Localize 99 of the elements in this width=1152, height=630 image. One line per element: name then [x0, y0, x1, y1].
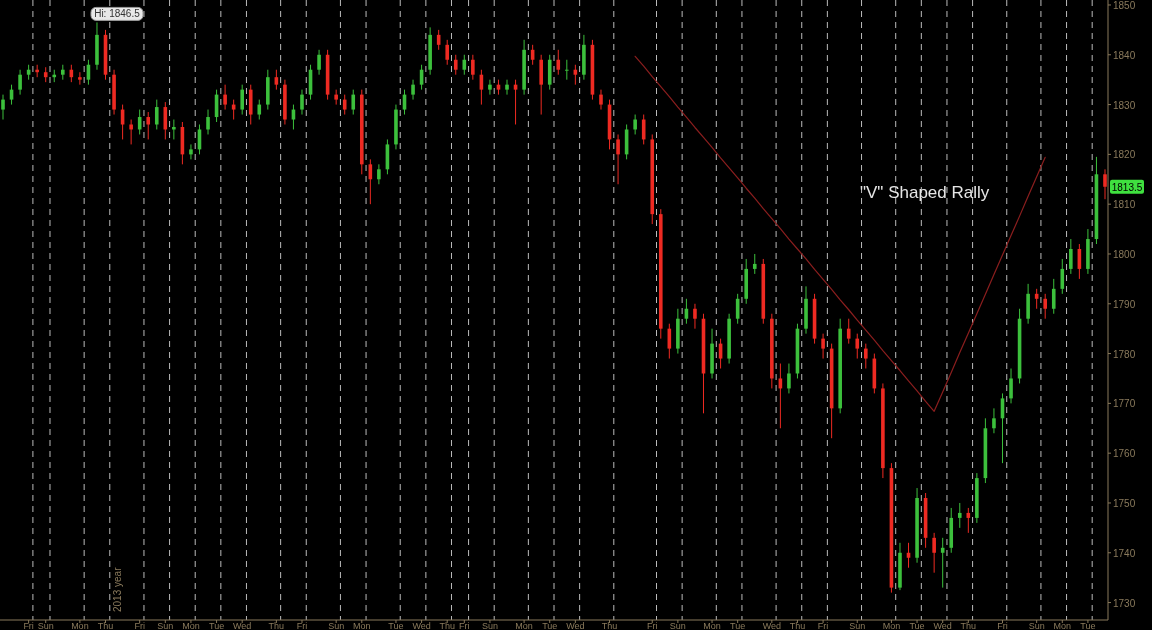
candlestick	[864, 343, 868, 370]
candlestick	[240, 84, 244, 116]
x-tick-label: Tue	[730, 621, 746, 630]
candlestick	[18, 69, 22, 96]
candlestick	[411, 79, 415, 101]
x-tick-label: Sun	[37, 621, 54, 630]
candlestick	[445, 39, 450, 66]
x-tick-label: Fri	[817, 621, 829, 630]
x-tick-label: Fri	[134, 621, 145, 630]
candlestick	[693, 303, 697, 330]
x-tick-label: Thu	[97, 621, 114, 630]
y-tick-label: 1760	[1113, 448, 1136, 460]
candlestick	[752, 253, 757, 275]
y-tick-label: 1730	[1113, 597, 1136, 609]
y-tick-label: 1800	[1113, 248, 1136, 260]
x-tick-label: Tue	[542, 621, 558, 630]
candlestick	[488, 79, 492, 96]
candlestick	[78, 71, 82, 86]
candlestick	[1103, 168, 1107, 200]
y-tick-label: 1740	[1113, 547, 1136, 559]
candlestick	[1, 94, 5, 121]
y-tick-label: 1790	[1113, 298, 1136, 310]
candlestick	[505, 79, 509, 96]
candlestick	[1043, 293, 1047, 320]
candlestick	[129, 119, 133, 145]
candlestick	[1069, 238, 1073, 275]
x-tick-label: Sun	[669, 621, 686, 630]
x-tick-label: Mon	[703, 621, 721, 630]
candlestick	[453, 54, 458, 76]
candlestick	[189, 143, 193, 160]
x-tick-label: Fri	[23, 621, 34, 630]
x-tick-label: Mon	[882, 621, 901, 630]
candlestick	[154, 99, 159, 130]
x-tick-label: Thu	[960, 621, 977, 630]
candlestick	[787, 363, 791, 394]
y-tick-label: 1780	[1113, 348, 1136, 360]
candlestick	[846, 318, 851, 345]
candlestick	[855, 333, 860, 360]
x-tick-label: Mon	[182, 621, 200, 630]
x-tick-label: Mon	[515, 621, 533, 630]
annotation: 1813.5	[1111, 181, 1143, 193]
y-tick-label: 1820	[1113, 149, 1136, 161]
candlestick	[471, 54, 475, 81]
candlestick	[351, 89, 356, 116]
x-tick-label: Mon	[71, 621, 89, 630]
x-tick-label: Tue	[1080, 621, 1096, 630]
x-tick-label: Mon	[1053, 621, 1072, 630]
candlestick	[821, 333, 825, 360]
y-tick-label: 1750	[1113, 497, 1136, 509]
x-tick-label: Fri	[459, 621, 470, 630]
annotation: 2013 year	[112, 566, 123, 612]
candlestick	[565, 59, 569, 81]
candlestick	[957, 502, 962, 529]
x-tick-label: Sun	[157, 621, 174, 630]
candlestick	[223, 84, 227, 111]
x-tick-label: Tue	[208, 621, 225, 630]
x-tick-label: Thu	[268, 621, 285, 630]
x-tick-label: Thu	[789, 621, 806, 630]
y-tick-label: 1830	[1113, 99, 1136, 111]
x-tick-label: Thu	[601, 621, 618, 630]
candlestick	[317, 49, 321, 76]
candlestick	[206, 109, 210, 135]
candlestick	[377, 163, 381, 185]
line-series	[634, 55, 1046, 412]
x-tick-label: Tue	[909, 621, 925, 630]
candlestick	[146, 111, 151, 140]
x-tick-label: Wed	[762, 621, 782, 630]
x-tick-label: Wed	[933, 621, 952, 630]
x-tick-label: Mon	[353, 621, 371, 630]
x-tick-label: Sun	[1028, 621, 1045, 630]
x-tick-label: Sun	[481, 621, 498, 630]
y-tick-label: 1810	[1113, 199, 1136, 211]
candlestick	[342, 94, 347, 116]
x-tick-label: Fri	[646, 621, 658, 630]
x-tick-label: Wed	[412, 621, 431, 630]
y-tick-label: 1840	[1113, 49, 1136, 61]
candlestick	[257, 99, 262, 121]
x-tick-label: Wed	[233, 621, 252, 630]
candlestick	[1060, 258, 1065, 295]
candlestick	[556, 49, 561, 76]
candlestick	[633, 114, 637, 135]
candlestick	[992, 407, 996, 434]
annotation: Hi: 1846.5	[94, 8, 141, 20]
x-tick-label: Thu	[439, 621, 455, 630]
x-tick-label: Wed	[566, 621, 585, 630]
candlestick	[599, 89, 603, 111]
candlestick	[1009, 368, 1013, 404]
y-tick-label: 1770	[1113, 398, 1136, 410]
candlestick	[300, 89, 304, 116]
y-tick-label: 1850	[1113, 0, 1136, 11]
candlestick	[616, 133, 620, 185]
candlestick	[932, 532, 936, 574]
candlestick	[1051, 278, 1056, 315]
x-tick-label: Sun	[849, 621, 866, 630]
x-tick-label: Sun	[328, 621, 345, 630]
x-tick-label: Fri	[296, 621, 308, 630]
x-tick-label: Fri	[997, 621, 1008, 630]
x-tick-label: Tue	[388, 621, 404, 630]
annotation: "V" Shaped Rally	[860, 183, 990, 202]
